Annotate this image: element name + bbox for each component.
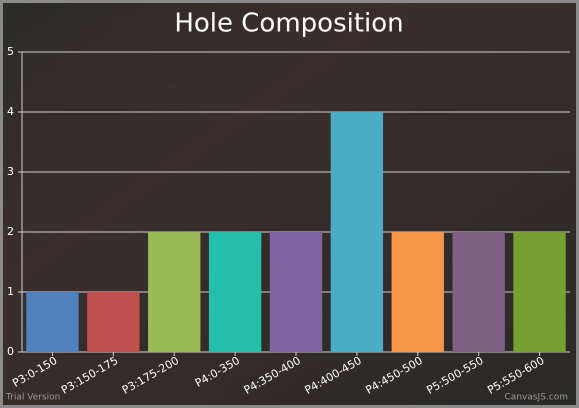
y-tick-label: 3 (7, 165, 14, 178)
bar (26, 292, 79, 352)
y-tick-label: 5 (7, 45, 14, 58)
y-tick-label: 1 (7, 285, 14, 298)
credit: CanvasJS.com (505, 393, 568, 403)
bar (513, 232, 566, 352)
bar (148, 232, 201, 352)
watermark: Trial Version (5, 393, 60, 403)
bar (330, 112, 384, 352)
bar (391, 232, 444, 352)
chart-title: Hole Composition (174, 9, 403, 39)
bar (452, 232, 505, 352)
y-tick-label: 0 (7, 345, 14, 358)
y-tick-label: 2 (7, 225, 14, 238)
y-tick-label: 4 (7, 105, 14, 118)
bar (208, 232, 262, 352)
bar (87, 292, 140, 352)
bar (269, 232, 323, 352)
